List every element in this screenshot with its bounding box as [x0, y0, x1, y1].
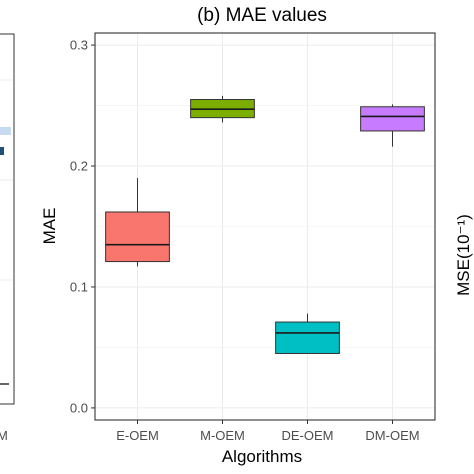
grid [95, 33, 435, 420]
x-tick-label: M-OEM [200, 428, 245, 443]
box-e-oem [105, 178, 170, 267]
chart-title: (b) MAE values [197, 5, 327, 26]
x-tick-label: DE-OEM [282, 428, 334, 443]
x-axis: E-OEM M-OEM DE-OEM DM-OEM [116, 420, 420, 443]
y-tick-label: 0.3 [70, 38, 88, 53]
y-axis-title: MAE [40, 208, 59, 245]
plot-border [94, 32, 436, 421]
x-axis-title: Algorithms [222, 447, 302, 466]
x-tick-label: E-OEM [116, 428, 159, 443]
left-panel-border [0, 33, 15, 405]
y-tick-label: 0.0 [70, 400, 88, 415]
left-x-tick-label: M [0, 428, 8, 443]
left-bar-mark [0, 147, 4, 155]
box-de-oem [275, 313, 340, 354]
right-panel-y-axis-title: MSE(10⁻¹) [454, 214, 473, 296]
boxes [105, 95, 425, 354]
y-axis: 0.0 0.1 0.2 0.3 [70, 38, 95, 415]
box-body [105, 211, 170, 263]
box-dm-oem [360, 104, 425, 147]
y-tick-label: 0.2 [70, 159, 88, 174]
box-body [275, 321, 340, 354]
y-tick-label: 0.1 [70, 279, 88, 294]
box-m-oem [190, 95, 255, 123]
left-panel: M [0, 33, 15, 443]
left-highlight-mark [0, 127, 11, 135]
x-tick-label: DM-OEM [365, 428, 419, 443]
box-body [360, 106, 425, 132]
